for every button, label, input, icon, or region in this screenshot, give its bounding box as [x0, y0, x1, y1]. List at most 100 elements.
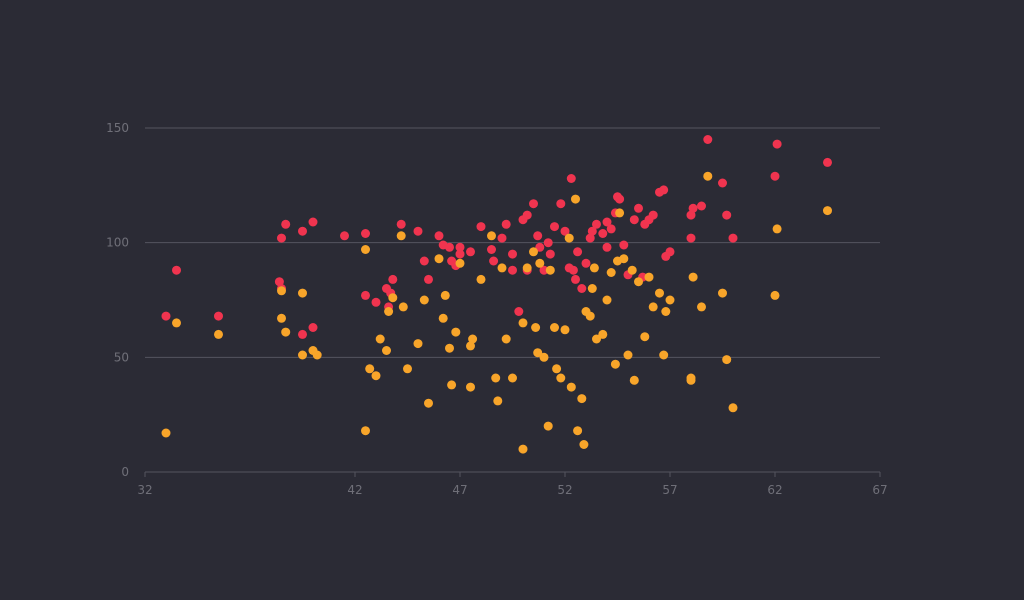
scatter-point-series-2	[688, 272, 698, 282]
scatter-point-series-2	[550, 323, 559, 332]
scatter-point-series-2	[403, 364, 412, 374]
scatter-point-series-1	[508, 265, 517, 275]
scatter-point-series-1	[277, 233, 286, 243]
scatter-point-series-1	[697, 201, 706, 211]
scatter-point-series-1	[718, 178, 727, 188]
scatter-point-series-1	[629, 215, 639, 225]
scatter-point-series-2	[491, 373, 501, 383]
scatter-point-series-1	[455, 242, 465, 252]
scatter-point-series-1	[508, 249, 517, 259]
scatter-point-series-2	[585, 311, 595, 321]
chart-points	[161, 135, 832, 454]
scatter-point-series-2	[277, 286, 286, 296]
scatter-point-series-1	[161, 311, 171, 321]
y-tick-label: 100	[106, 236, 129, 250]
scatter-point-series-2	[587, 284, 597, 293]
scatter-point-series-2	[619, 254, 629, 264]
scatter-point-series-1	[602, 217, 612, 227]
scatter-point-series-2	[697, 302, 706, 312]
y-tick-label: 50	[114, 350, 129, 364]
scatter-point-series-2	[592, 334, 601, 344]
scatter-point-series-1	[688, 203, 698, 213]
scatter-point-series-2	[281, 327, 291, 337]
scatter-point-series-2	[531, 323, 541, 332]
scatter-point-series-2	[566, 382, 576, 392]
scatter-point-series-1	[529, 199, 538, 209]
x-tick-label: 62	[767, 483, 782, 497]
x-tick-label: 67	[872, 483, 887, 497]
scatter-point-series-1	[455, 249, 465, 259]
scatter-point-series-1	[556, 199, 566, 209]
scatter-point-series-1	[577, 284, 587, 293]
scatter-point-series-2	[388, 293, 398, 303]
x-tick-label: 32	[137, 483, 152, 497]
scatter-point-series-2	[298, 288, 307, 298]
scatter-point-series-2	[466, 382, 475, 392]
scatter-point-series-2	[686, 375, 696, 385]
scatter-point-series-2	[560, 325, 570, 335]
scatter-point-series-1	[424, 274, 433, 284]
scatter-point-series-2	[533, 348, 543, 358]
scatter-point-series-2	[398, 302, 408, 312]
scatter-point-series-1	[665, 247, 675, 257]
scatter-point-series-2	[718, 288, 727, 298]
scatter-point-series-2	[823, 206, 832, 216]
scatter-point-series-2	[543, 421, 553, 431]
scatter-point-series-2	[629, 375, 639, 385]
scatter-point-series-2	[552, 364, 562, 374]
scatter-point-series-1	[770, 171, 780, 181]
scatter-point-series-2	[770, 290, 780, 300]
scatter-point-series-2	[396, 231, 406, 241]
scatter-point-series-1	[466, 247, 475, 257]
scatter-point-series-1	[522, 210, 532, 220]
scatter-point-series-2	[451, 327, 461, 337]
scatter-point-series-1	[281, 219, 291, 229]
scatter-point-series-1	[298, 226, 307, 236]
scatter-point-series-2	[438, 313, 448, 323]
scatter-point-series-2	[728, 403, 738, 413]
scatter-point-series-2	[476, 274, 486, 284]
scatter-point-series-1	[598, 229, 608, 238]
scatter-point-series-2	[518, 318, 528, 328]
scatter-point-series-1	[274, 277, 284, 287]
scatter-point-series-2	[508, 373, 517, 383]
scatter-point-series-2	[384, 307, 394, 316]
scatter-point-series-2	[571, 194, 580, 204]
scatter-point-series-2	[361, 426, 370, 436]
scatter-point-series-2	[434, 254, 444, 264]
scatter-point-series-2	[556, 373, 566, 383]
scatter-point-series-1	[566, 174, 576, 183]
scatter-point-series-2	[493, 396, 503, 406]
scatter-point-series-1	[489, 256, 499, 266]
scatter-point-series-2	[602, 295, 612, 305]
x-tick-label: 47	[452, 483, 467, 497]
scatter-point-series-2	[487, 231, 496, 241]
scatter-point-series-2	[722, 355, 732, 365]
scatter-point-series-1	[419, 256, 429, 266]
scatter-point-series-1	[445, 242, 454, 252]
scatter-point-series-2	[623, 350, 633, 360]
scatter-point-series-1	[487, 245, 496, 254]
scatter-point-series-2	[772, 224, 782, 234]
scatter-point-series-1	[501, 219, 511, 229]
scatter-point-series-1	[533, 231, 543, 241]
scatter-point-series-2	[598, 329, 608, 339]
scatter-point-series-2	[424, 398, 433, 408]
scatter-point-series-2	[518, 444, 528, 454]
y-axis-tick-labels: 0 50 100 150	[106, 121, 129, 479]
scatter-point-series-2	[413, 339, 423, 349]
scatter-point-series-2	[539, 352, 549, 362]
scatter-point-series-2	[661, 307, 671, 316]
scatter-point-series-2	[172, 318, 181, 328]
scatter-point-series-1	[592, 219, 601, 229]
scatter-point-series-1	[298, 329, 307, 339]
y-tick-label: 0	[121, 465, 129, 479]
scatter-point-series-1	[476, 222, 486, 232]
scatter-point-series-2	[455, 258, 465, 268]
x-tick-label: 57	[662, 483, 677, 497]
scatter-point-series-2	[610, 359, 620, 369]
scatter-point-series-2	[382, 346, 391, 355]
scatter-point-series-1	[619, 240, 629, 250]
scatter-point-series-1	[308, 323, 318, 332]
